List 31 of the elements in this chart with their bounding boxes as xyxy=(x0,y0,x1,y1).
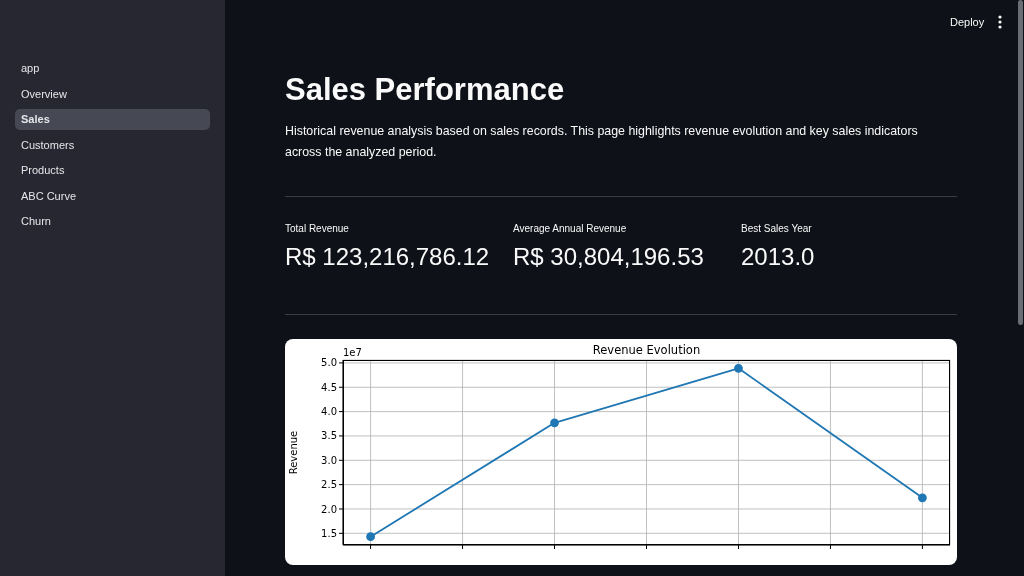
y-tick-label: 3.0 xyxy=(321,454,337,466)
text: Deploy xyxy=(950,15,985,30)
text: R$ 123,216,786.12 xyxy=(285,243,490,270)
point xyxy=(366,532,375,542)
text: R$ 30,804,196.53 xyxy=(513,243,704,270)
y-tick-label: 2.5 xyxy=(321,479,337,491)
y-tick-label: 5.0 xyxy=(321,357,337,369)
text: Products xyxy=(20,163,66,178)
category-label: Best Sales Year xyxy=(741,222,813,236)
y-tick-label: 4.5 xyxy=(321,381,337,393)
text: app xyxy=(20,61,41,76)
text: Churn xyxy=(20,214,52,229)
text: ABC Curve xyxy=(20,188,78,204)
text: Overview xyxy=(20,86,68,102)
text: Historical revenue analysis based on sales records. This page highlights revenue evolution and key sales indicators across the analyzed period. xyxy=(285,123,919,161)
chart-title: Revenue Evolution xyxy=(592,343,701,357)
text: Customers xyxy=(20,137,76,153)
point xyxy=(550,418,559,428)
y-tick-label: 4.0 xyxy=(321,406,337,418)
category-label: Total Revenue xyxy=(285,222,350,236)
text: Sales xyxy=(15,109,210,130)
y-tick-label: 3.5 xyxy=(321,430,337,442)
y-axis-title: Revenue xyxy=(287,430,299,475)
point xyxy=(918,493,927,503)
category-label: Average Annual Revenue xyxy=(513,222,628,236)
text: 2013.0 xyxy=(741,243,815,270)
text: 1e7 xyxy=(343,347,362,358)
text: Sales Performance xyxy=(285,71,565,109)
y-tick-label: 1.5 xyxy=(321,527,337,539)
y-tick-label: 2.0 xyxy=(321,503,337,515)
point xyxy=(734,363,743,373)
